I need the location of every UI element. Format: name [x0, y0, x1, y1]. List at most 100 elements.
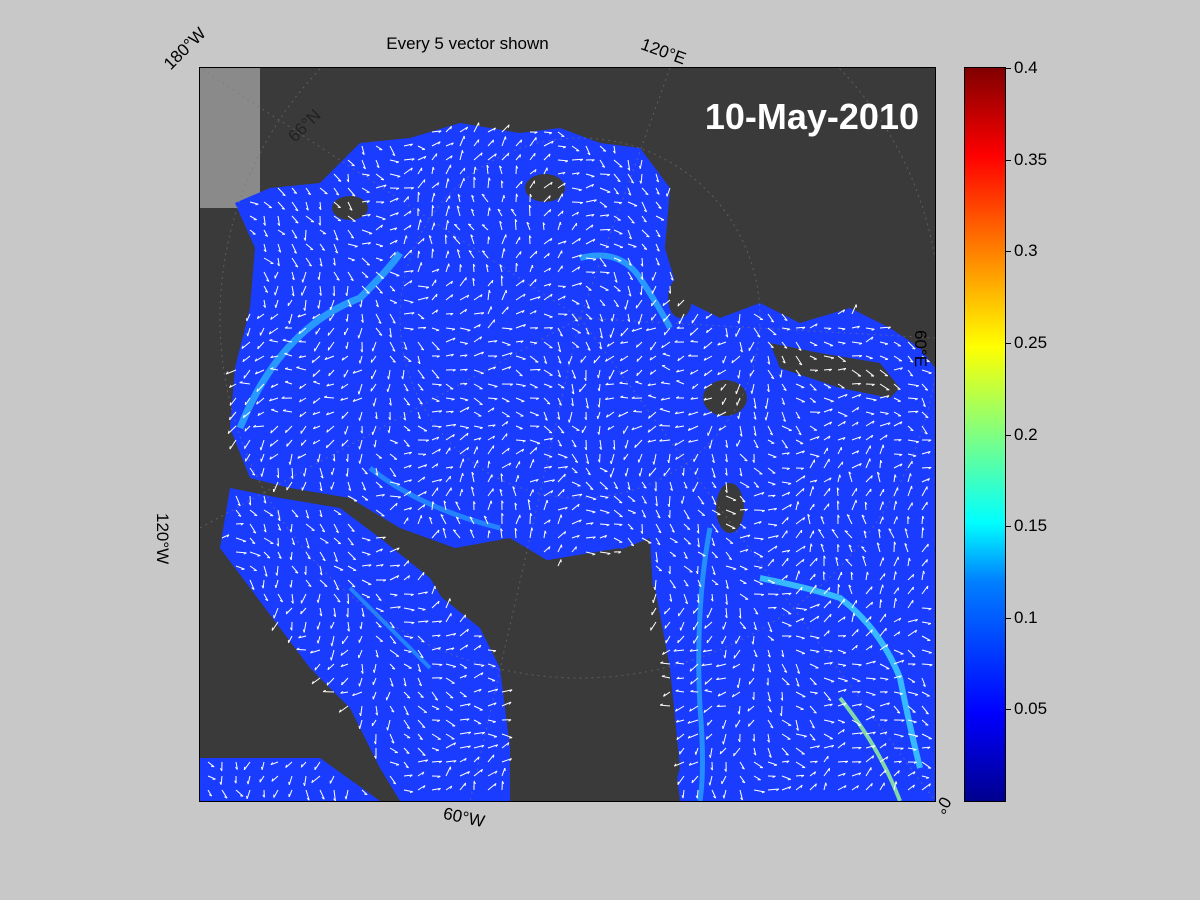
velocity-vectors	[207, 122, 933, 801]
velocity-arrow	[599, 313, 604, 322]
velocity-arrow-head	[501, 780, 505, 785]
velocity-arrow	[809, 479, 818, 483]
velocity-arrow	[690, 341, 699, 343]
velocity-arrow-head	[261, 585, 264, 589]
velocity-arrow-head	[333, 614, 336, 618]
velocity-arrow	[861, 546, 867, 553]
velocity-arrow-head	[657, 515, 661, 519]
velocity-arrow	[579, 383, 587, 393]
velocity-arrow-head	[637, 321, 640, 325]
velocity-arrow-head	[710, 767, 713, 771]
colorbar-tick-label: 0.15	[1014, 516, 1048, 536]
velocity-arrow-head	[859, 732, 863, 735]
velocity-arrow-head	[652, 599, 654, 603]
velocity-arrow	[627, 173, 635, 184]
velocity-arrow-head	[346, 600, 350, 605]
velocity-arrow-head	[420, 655, 424, 659]
map-panel: 66°N 10-May-2010	[199, 67, 936, 802]
velocity-arrow	[529, 264, 533, 273]
velocity-arrow-head	[635, 380, 639, 383]
velocity-arrow-head	[753, 752, 757, 756]
velocity-arrow	[291, 229, 298, 239]
velocity-arrow	[585, 173, 595, 177]
velocity-arrow-head	[335, 193, 340, 196]
velocity-arrow-head	[425, 439, 430, 442]
velocity-arrow-head	[684, 486, 688, 489]
velocity-arrow	[585, 313, 593, 320]
velocity-arrow	[487, 663, 496, 667]
new-siberian-islands	[332, 196, 368, 220]
velocity-arrow	[921, 451, 931, 455]
colorbar-tick-label: 0.25	[1014, 332, 1048, 352]
velocity-arrow-head	[466, 628, 469, 632]
velocity-arrow-head	[528, 204, 532, 208]
velocity-arrow	[585, 238, 596, 245]
velocity-arrow	[739, 789, 743, 801]
velocity-arrow-head	[544, 361, 547, 364]
velocity-arrow	[749, 369, 755, 377]
velocity-arrow-head	[278, 528, 282, 531]
velocity-arrow	[921, 733, 932, 740]
velocity-arrow	[515, 397, 525, 402]
velocity-arrow-head	[767, 739, 770, 743]
velocity-arrow-head	[225, 371, 229, 375]
velocity-arrow	[634, 439, 643, 448]
velocity-arrow	[655, 495, 658, 507]
velocity-arrow	[705, 313, 713, 319]
velocity-arrow-head	[517, 475, 520, 479]
velocity-arrow-head	[811, 726, 815, 729]
velocity-arrow-head	[574, 319, 578, 322]
velocity-arrow	[431, 293, 438, 301]
velocity-arrow-head	[887, 326, 891, 330]
velocity-arrow-head	[676, 369, 679, 373]
velocity-arrow	[557, 341, 562, 353]
velocity-arrow	[625, 439, 629, 449]
velocity-arrow	[781, 775, 791, 780]
velocity-arrow-head	[775, 535, 779, 538]
velocity-arrow-head	[425, 620, 429, 624]
velocity-arrow	[388, 369, 391, 380]
velocity-arrow	[893, 341, 902, 347]
velocity-arrow-head	[753, 433, 757, 437]
velocity-arrow	[767, 719, 774, 729]
velocity-arrow-head	[559, 334, 563, 337]
velocity-arrow	[739, 425, 743, 437]
velocity-arrow	[359, 453, 363, 464]
velocity-arrow-head	[515, 262, 519, 266]
velocity-arrow	[781, 383, 787, 391]
velocity-arrow	[543, 153, 551, 161]
velocity-arrow-head	[531, 264, 534, 268]
velocity-arrow-head	[898, 631, 901, 635]
velocity-arrow-head	[829, 613, 832, 618]
velocity-arrow-head	[372, 403, 375, 407]
velocity-arrow	[767, 341, 774, 349]
velocity-arrow-head	[831, 721, 835, 724]
velocity-arrow-head	[352, 194, 356, 197]
velocity-arrow	[485, 264, 489, 273]
velocity-arrow	[692, 481, 699, 493]
velocity-arrow	[271, 409, 279, 413]
velocity-arrow	[846, 514, 853, 525]
severnaya-zemlya	[525, 174, 565, 202]
velocity-arrow	[851, 772, 861, 777]
velocity-arrow	[865, 767, 872, 777]
velocity-arrow	[389, 663, 396, 670]
velocity-arrow-head	[675, 719, 679, 723]
velocity-arrow-head	[296, 647, 300, 650]
velocity-arrow-head	[922, 404, 926, 408]
velocity-arrow	[403, 397, 411, 406]
velocity-arrow	[417, 425, 428, 432]
velocity-arrow	[571, 481, 581, 487]
velocity-arrow-head	[764, 405, 767, 409]
velocity-arrow-head	[348, 488, 352, 492]
velocity-arrow	[333, 509, 342, 515]
velocity-arrow-head	[848, 471, 852, 475]
velocity-arrow-head	[520, 139, 523, 143]
velocity-arrow-head	[688, 354, 692, 357]
velocity-arrow-head	[481, 193, 485, 196]
velocity-arrow	[921, 543, 929, 553]
velocity-arrow-head	[816, 615, 820, 619]
velocity-arrow	[851, 462, 862, 469]
velocity-arrow-head	[453, 236, 457, 238]
velocity-arrow	[904, 543, 909, 553]
